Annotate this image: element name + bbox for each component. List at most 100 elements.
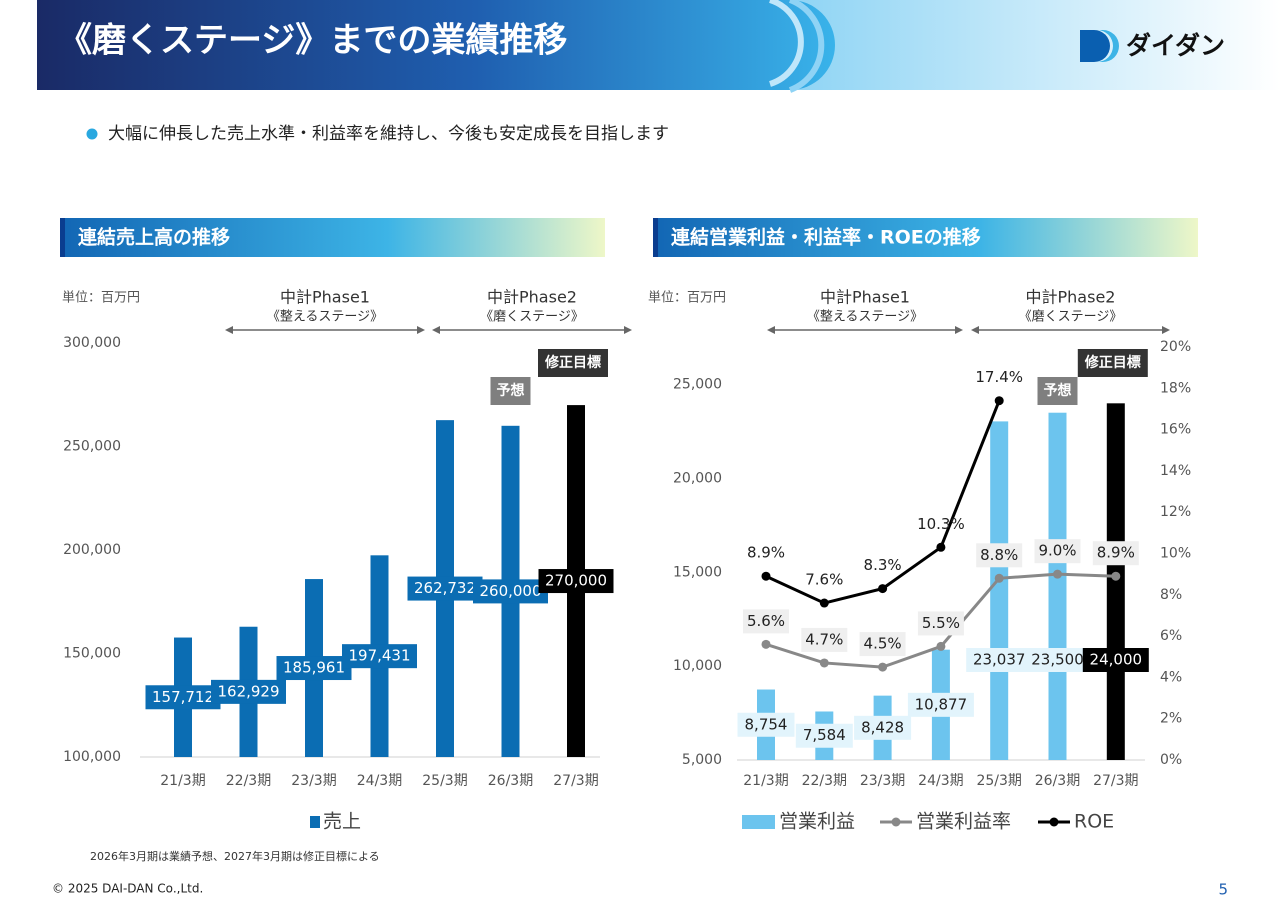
y-tick-label: 5,000 xyxy=(682,752,722,768)
y2-tick-label: 10% xyxy=(1160,546,1191,562)
bullet-dot xyxy=(86,128,98,140)
data-label: 9.0% xyxy=(1038,542,1076,560)
y2-tick-label: 2% xyxy=(1160,711,1182,727)
badge: 修正目標 xyxy=(1084,354,1141,371)
unit-label: 単位：百万円 xyxy=(62,290,140,306)
x-tick-label: 23/3期 xyxy=(291,773,336,789)
marker xyxy=(936,641,946,651)
marker xyxy=(761,571,771,581)
bar xyxy=(990,421,1009,760)
y2-tick-label: 6% xyxy=(1160,628,1182,644)
marker xyxy=(761,639,771,649)
marker xyxy=(994,396,1004,406)
marker xyxy=(936,542,946,552)
arrow-head xyxy=(624,326,632,334)
y-tick-label: 25,000 xyxy=(673,377,722,393)
marker xyxy=(1053,569,1062,579)
unit-label: 単位：百万円 xyxy=(648,290,726,306)
header-banner xyxy=(37,0,835,90)
badge-box xyxy=(538,349,608,377)
section-stripe xyxy=(60,218,65,257)
x-tick-label: 27/3期 xyxy=(553,773,598,789)
x-tick-label: 25/3期 xyxy=(976,773,1021,789)
badge-box xyxy=(1077,349,1148,377)
bar xyxy=(1048,412,1067,760)
data-label-box xyxy=(1034,539,1081,564)
y-tick-label: 300,000 xyxy=(63,335,121,351)
marker xyxy=(878,584,888,594)
y-tick-label: 15,000 xyxy=(673,564,722,580)
x-tick-label: 21/3期 xyxy=(743,773,788,789)
data-label-box xyxy=(801,627,848,652)
arrow-head xyxy=(971,326,979,334)
data-label: 270,000 xyxy=(545,572,607,590)
y2-tick-label: 14% xyxy=(1160,463,1191,479)
page-number: 5 xyxy=(1218,881,1228,899)
data-label-box xyxy=(342,644,417,669)
section-title: 連結売上高の推移 xyxy=(78,226,230,249)
data-label-box xyxy=(145,685,221,710)
data-label-box xyxy=(473,579,548,604)
y-tick-label: 20,000 xyxy=(673,470,722,486)
data-label-box xyxy=(854,715,912,740)
data-label: 17.4% xyxy=(975,368,1023,386)
header-arc xyxy=(788,0,825,93)
data-label: 8.9% xyxy=(747,544,785,562)
y-tick-label: 100,000 xyxy=(63,749,121,765)
y2-tick-label: 4% xyxy=(1160,669,1182,685)
x-tick-label: 26/3期 xyxy=(1035,773,1080,789)
data-label: 7.6% xyxy=(805,571,843,589)
arrow-head xyxy=(432,326,440,334)
marker xyxy=(819,658,829,668)
header-arc xyxy=(769,0,804,87)
data-label: 5.6% xyxy=(747,612,785,630)
phase-title: 中計Phase2 xyxy=(487,288,577,307)
data-label: 185,961 xyxy=(283,659,345,677)
y2-tick-label: 0% xyxy=(1160,752,1182,768)
legend-swatch xyxy=(310,816,320,828)
badge-box xyxy=(1037,377,1078,405)
x-tick-label: 22/3期 xyxy=(802,773,847,789)
x-tick-label: 25/3期 xyxy=(422,773,467,789)
legend-label: 営業利益率 xyxy=(916,811,1011,833)
data-label: 23,500 xyxy=(1031,651,1084,669)
legend-label: ROE xyxy=(1074,811,1114,833)
phase-subtitle: 《磨くステージ》 xyxy=(1019,310,1123,325)
legend-label: 売上 xyxy=(323,811,361,833)
y-tick-label: 250,000 xyxy=(63,439,121,455)
logo-text: ダイダン xyxy=(1126,31,1225,60)
marker xyxy=(1111,571,1121,581)
badge: 予想 xyxy=(497,382,525,399)
legend-marker xyxy=(1049,817,1059,827)
phase-title: 中計Phase2 xyxy=(1026,288,1116,307)
bullet-text: 大幅に伸長した売上水準・利益率を維持し、今後も安定成長を目指します xyxy=(108,124,669,144)
section-stripe xyxy=(653,218,658,257)
data-label: 4.7% xyxy=(805,630,843,648)
data-label: 5.5% xyxy=(922,614,960,632)
data-label-box xyxy=(743,609,789,634)
y2-tick-label: 18% xyxy=(1160,380,1191,396)
marker xyxy=(994,573,1004,583)
arrow-head xyxy=(767,326,775,334)
data-label-box xyxy=(859,632,906,657)
arrow-head xyxy=(1162,326,1170,334)
x-tick-label: 24/3期 xyxy=(357,773,402,789)
marker xyxy=(819,598,829,608)
data-label-box xyxy=(795,723,853,748)
x-tick-label: 22/3期 xyxy=(226,773,271,789)
data-label-box xyxy=(538,569,614,594)
legend-marker xyxy=(891,817,901,827)
data-label: 10.3% xyxy=(917,515,965,533)
phase-subtitle: 《整えるステージ》 xyxy=(267,310,383,325)
data-label: 4.5% xyxy=(864,635,902,653)
data-label: 157,712 xyxy=(152,688,214,706)
phase-subtitle: 《磨くステージ》 xyxy=(480,310,584,325)
data-label-box xyxy=(917,611,964,636)
phase-title: 中計Phase1 xyxy=(280,288,370,307)
y-tick-label: 10,000 xyxy=(673,658,722,674)
x-tick-label: 21/3期 xyxy=(160,773,205,789)
data-label: 8,428 xyxy=(861,718,904,736)
data-label-box xyxy=(276,656,352,681)
page-title: 《磨くステージ》までの業績推移 xyxy=(58,21,567,61)
